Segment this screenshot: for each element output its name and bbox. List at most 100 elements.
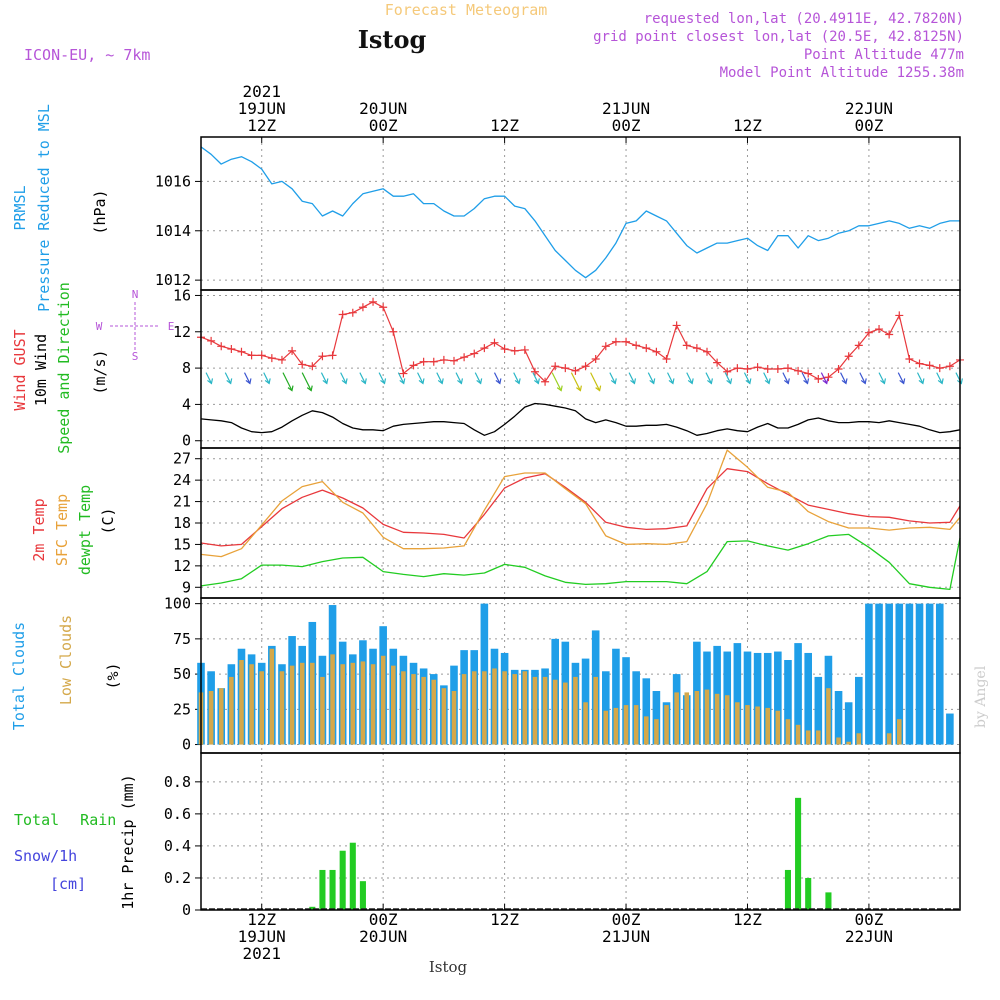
- compass-e: E: [168, 320, 175, 333]
- low-cloud-bar: [694, 691, 700, 745]
- top-time-label: 20JUN: [359, 99, 407, 118]
- requested-coords: requested lon,lat (20.4911E, 42.7820N): [644, 11, 964, 27]
- low-cloud-bar: [299, 662, 305, 745]
- low-cloud-bar: [542, 676, 548, 745]
- gust-marker: [379, 303, 388, 312]
- low-cloud-bar: [380, 655, 386, 745]
- top-time-label: 00Z: [369, 116, 398, 135]
- gust-marker: [773, 365, 782, 373]
- cloud-unit: (%): [104, 662, 122, 689]
- wind-arrow-head: [226, 378, 233, 385]
- pressure-unit: (hPa): [91, 189, 109, 234]
- gust-marker: [429, 357, 438, 366]
- gust-marker: [288, 346, 297, 355]
- low-cloud-bar: [259, 671, 264, 745]
- gust-marker: [561, 364, 570, 373]
- total-cloud-bar: [612, 648, 620, 745]
- gust-marker: [500, 345, 509, 354]
- gust-marker: [834, 365, 843, 373]
- total-cloud-bar: [814, 676, 823, 745]
- top-time-label: 12Z: [247, 116, 276, 135]
- top-time-label: 00Z: [854, 116, 883, 135]
- low-cloud-bar: [795, 724, 801, 745]
- y-tick-label: 0.6: [164, 805, 191, 823]
- gust-marker: [298, 360, 307, 369]
- wind-direction-arrow: [474, 372, 482, 384]
- gust-marker: [915, 359, 924, 368]
- precip-unit: 1hr Precip (mm): [119, 774, 137, 909]
- low-cloud-bar: [805, 730, 811, 745]
- gust-marker: [824, 373, 833, 382]
- low-cloud-bar: [482, 671, 487, 745]
- low-cloud-bar: [532, 676, 538, 745]
- gust-marker: [419, 357, 428, 366]
- wind-arrow-head: [764, 378, 771, 385]
- low-cloud-bar: [745, 705, 750, 745]
- low-cloud-bar: [492, 668, 497, 745]
- low-cloud-bar: [421, 676, 426, 745]
- point-altitude: Point Altitude 477m: [804, 47, 964, 63]
- wind-direction-arrow: [359, 372, 366, 384]
- gust-marker: [905, 355, 914, 364]
- wind-arrow-head: [841, 378, 848, 385]
- total-cloud-bar: [834, 691, 843, 745]
- panel-frame-pressure: [200, 136, 961, 291]
- low-cloud-bar: [502, 671, 507, 745]
- y-tick-label: 18: [173, 514, 191, 532]
- gust-marker: [530, 367, 539, 376]
- y-tick-label: 8: [182, 359, 191, 377]
- gust-marker: [439, 355, 448, 364]
- wind-direction-arrow: [378, 372, 386, 384]
- y-tick-label: 25: [173, 700, 191, 718]
- temp-label-dewpt: dewpt Temp: [76, 485, 94, 575]
- wind-arrow-head: [245, 378, 252, 385]
- wind-arrow-head: [476, 378, 483, 385]
- y-tick-label: 12: [173, 323, 191, 341]
- bottom-time-label: 00Z: [369, 910, 398, 929]
- wind-arrow-head: [380, 378, 387, 385]
- grid-coords: grid point closest lon,lat (20.5E, 42.81…: [593, 29, 964, 45]
- wind-arrow-head: [306, 385, 313, 392]
- compass-w: W: [96, 320, 103, 333]
- wind-arrow-head: [860, 378, 867, 385]
- bottom-time-label: 12Z: [490, 910, 519, 929]
- low-cloud-bar: [239, 660, 244, 745]
- top-time-label: 22JUN: [845, 99, 893, 118]
- gust-marker: [611, 337, 620, 346]
- gust-marker: [308, 362, 317, 371]
- gust-marker: [662, 355, 671, 364]
- wind-arrow-head: [514, 378, 521, 385]
- total-cloud-bar: [946, 713, 954, 745]
- y-tick-label: 1012: [155, 271, 191, 289]
- wind-direction-arrow: [724, 372, 732, 384]
- bottom-time-label: 19JUN: [238, 927, 286, 946]
- low-cloud-bar: [310, 662, 315, 745]
- gust-line: [200, 301, 961, 383]
- wind-arrow-head: [707, 378, 713, 385]
- temperature-labels: 2m Temp SFC Temp dewpt Temp (C): [30, 485, 117, 575]
- gust-marker: [642, 344, 651, 353]
- gust-marker: [257, 351, 266, 360]
- low-cloud-bar: [471, 671, 477, 745]
- compass-s: S: [132, 350, 139, 363]
- top-time-label: 19JUN: [238, 99, 286, 118]
- y-tick-label: 100: [164, 595, 191, 613]
- precip-label-snow: Snow/1h: [14, 847, 77, 865]
- gust-marker: [369, 297, 378, 306]
- low-cloud-bar: [229, 676, 234, 745]
- gust-marker: [338, 310, 347, 319]
- wind-direction-arrow: [705, 372, 712, 384]
- top-time-label: 21JUN: [602, 99, 650, 118]
- wind-direction-arrow: [340, 372, 347, 384]
- gust-marker: [682, 341, 691, 350]
- top-time-label: 00Z: [612, 116, 641, 135]
- gust-marker: [470, 349, 479, 358]
- rain-bar: [319, 869, 326, 910]
- low-cloud-bar: [522, 671, 528, 745]
- wind-direction-arrow: [801, 372, 809, 384]
- panel-frame-precip: [200, 752, 961, 911]
- cloud-label-total: Total Clouds: [10, 622, 28, 730]
- wind-compass: W E N S: [96, 288, 175, 363]
- gust-marker: [632, 341, 641, 350]
